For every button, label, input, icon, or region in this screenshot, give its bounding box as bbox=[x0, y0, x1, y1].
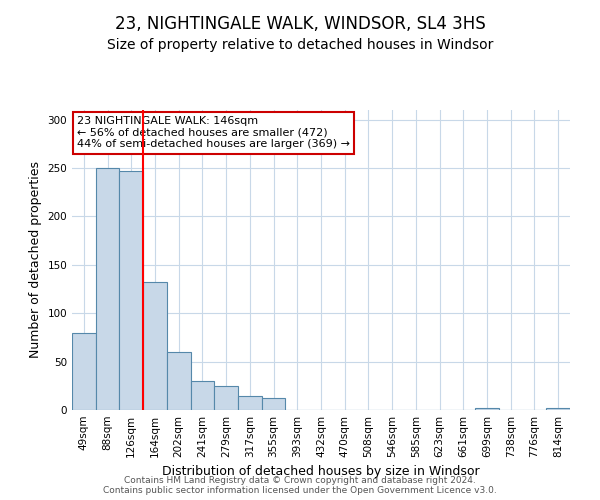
Bar bbox=[191, 381, 214, 410]
Text: 23 NIGHTINGALE WALK: 146sqm
← 56% of detached houses are smaller (472)
44% of se: 23 NIGHTINGALE WALK: 146sqm ← 56% of det… bbox=[77, 116, 350, 149]
Bar bbox=[546, 408, 570, 410]
Text: Size of property relative to detached houses in Windsor: Size of property relative to detached ho… bbox=[107, 38, 493, 52]
Bar bbox=[143, 282, 167, 410]
Bar bbox=[238, 396, 262, 410]
Bar bbox=[96, 168, 119, 410]
Bar bbox=[167, 352, 191, 410]
Bar bbox=[262, 398, 286, 410]
X-axis label: Distribution of detached houses by size in Windsor: Distribution of detached houses by size … bbox=[162, 466, 480, 478]
Y-axis label: Number of detached properties: Number of detached properties bbox=[29, 162, 42, 358]
Bar bbox=[214, 386, 238, 410]
Bar bbox=[475, 408, 499, 410]
Text: 23, NIGHTINGALE WALK, WINDSOR, SL4 3HS: 23, NIGHTINGALE WALK, WINDSOR, SL4 3HS bbox=[115, 15, 485, 33]
Bar bbox=[119, 171, 143, 410]
Text: Contains HM Land Registry data © Crown copyright and database right 2024.: Contains HM Land Registry data © Crown c… bbox=[124, 476, 476, 485]
Text: Contains public sector information licensed under the Open Government Licence v3: Contains public sector information licen… bbox=[103, 486, 497, 495]
Bar bbox=[72, 332, 96, 410]
